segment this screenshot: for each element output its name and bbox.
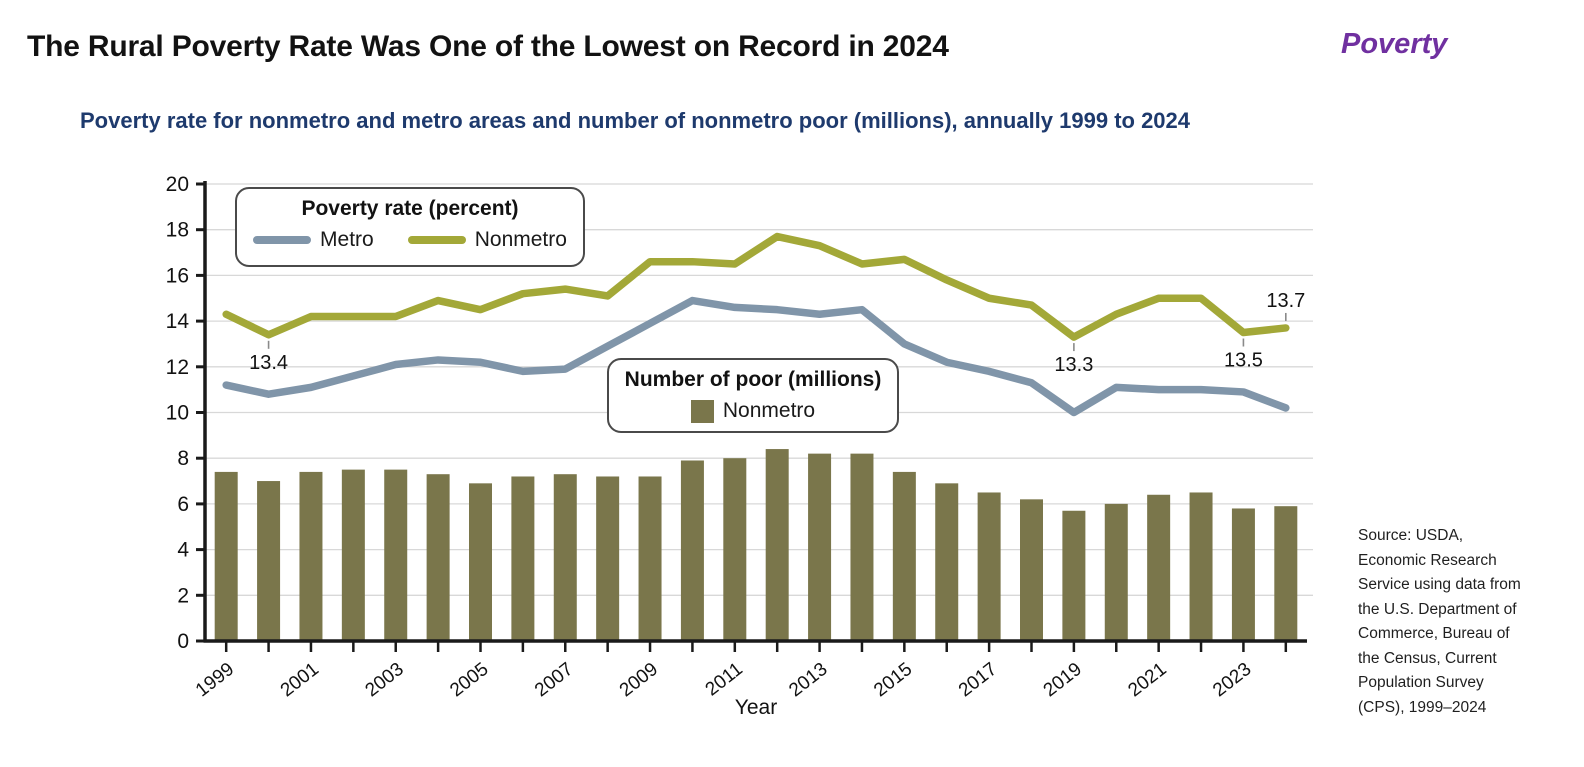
bar-2004: [426, 474, 450, 641]
bar-2019: [1062, 510, 1086, 641]
bar-2006: [511, 476, 535, 641]
y-tick-label-4: 4: [177, 539, 189, 562]
bar-2023: [1231, 508, 1255, 641]
annotation-2000: 13.4: [249, 352, 288, 374]
y-tick-label-18: 18: [166, 219, 189, 242]
bar-2013: [808, 453, 832, 641]
y-tick-label-14: 14: [166, 310, 190, 333]
y-tick-label-20: 20: [166, 173, 189, 196]
bar-2005: [469, 483, 492, 641]
bar-2015: [892, 471, 916, 641]
y-tick-label-0: 0: [177, 630, 189, 653]
bar-1999: [214, 471, 238, 641]
nonmetro-line-swatch: [407, 236, 466, 244]
bar-2014: [850, 453, 874, 641]
bar-2000: [257, 481, 281, 641]
x-tick-label-2019: 2019: [1040, 659, 1086, 702]
page-title: The Rural Poverty Rate Was One of the Lo…: [27, 30, 949, 63]
bar-2008: [596, 476, 620, 641]
annotation-2019: 13.3: [1054, 354, 1093, 376]
bar-2010: [680, 460, 704, 641]
y-tick-label-16: 16: [166, 264, 189, 287]
chart-subtitle: Poverty rate for nonmetro and metro area…: [80, 108, 1191, 133]
legend-number-of-poor-items: Nonmetro: [609, 399, 897, 423]
y-tick-label-6: 6: [177, 493, 189, 516]
x-tick-label-2005: 2005: [446, 659, 492, 702]
bar-2011: [723, 458, 747, 641]
nonmetro-legend-label: Nonmetro: [474, 228, 567, 251]
metro-rate-line: [222, 296, 1290, 417]
x-tick-label-2017: 2017: [955, 659, 1001, 702]
x-tick-label-2001: 2001: [277, 659, 323, 702]
bar-2007: [553, 474, 577, 641]
metro-legend-label: Metro: [320, 228, 374, 251]
nonmetro-bar-swatch: [690, 399, 714, 423]
x-tick-label-2011: 2011: [702, 659, 747, 701]
x-tick-label-2013: 2013: [785, 659, 831, 702]
legend-number-of-poor: Number of poor (millions) Nonmetro: [607, 358, 899, 433]
y-tick-label-10: 10: [166, 402, 189, 425]
y-tick-label-8: 8: [177, 447, 189, 470]
bar-2003: [384, 469, 408, 641]
y-tick-label-12: 12: [166, 356, 189, 379]
bar-2002: [341, 469, 365, 641]
x-axis-title: Year: [735, 696, 777, 719]
bar-2024: [1274, 506, 1298, 641]
bar-2022: [1189, 492, 1213, 641]
x-tick-label-1999: 1999: [192, 659, 238, 702]
x-tick-label-2003: 2003: [361, 659, 407, 702]
bar-2009: [638, 476, 662, 641]
x-tick-label-2023: 2023: [1209, 659, 1255, 702]
legend-poverty-rate: Poverty rate (percent) Metro Nonmetro: [235, 187, 585, 267]
annotation-2024: 13.7: [1266, 290, 1305, 312]
metro-line-swatch: [253, 236, 312, 244]
x-tick-label-2021: 2021: [1124, 659, 1170, 702]
y-tick-label-2: 2: [177, 584, 189, 607]
bar-2001: [299, 471, 323, 641]
nonmetro-rate-line: [222, 232, 1290, 341]
bar-2020: [1104, 503, 1128, 641]
bar-2017: [977, 492, 1001, 641]
bar-2016: [935, 483, 959, 641]
legend-poverty-rate-title: Poverty rate (percent): [301, 197, 519, 220]
legend-number-of-poor-title: Number of poor (millions): [624, 368, 882, 391]
bar-2021: [1147, 494, 1171, 641]
annotation-2023: 13.5: [1224, 350, 1263, 372]
x-tick-label-2009: 2009: [616, 659, 662, 702]
legend-poverty-rate-items: Metro Nonmetro: [237, 228, 583, 252]
bar-2018: [1020, 499, 1043, 641]
source-note: Source: USDA, Economic Research Service …: [1358, 527, 1521, 716]
bar-2012: [765, 449, 789, 641]
x-tick-label-2007: 2007: [531, 659, 577, 702]
nonmetro-bar-legend-label: Nonmetro: [722, 399, 816, 422]
poverty-brand-logo: Poverty: [1341, 28, 1448, 60]
x-tick-label-2015: 2015: [870, 659, 916, 702]
